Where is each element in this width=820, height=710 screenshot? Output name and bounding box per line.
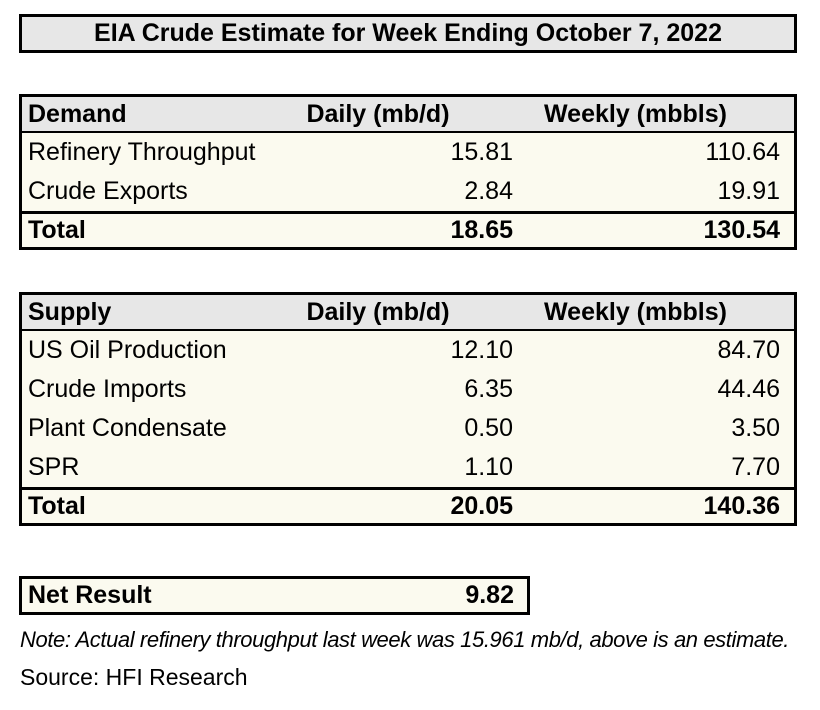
demand-header-weekly: Weekly (mbbls) [544, 99, 727, 128]
total-label: Total [28, 492, 86, 520]
demand-table-header: Demand Daily (mb/d) Weekly (mbbls) [22, 97, 794, 133]
row-label: SPR [28, 453, 80, 481]
supply-header-weekly: Weekly (mbbls) [544, 297, 727, 326]
table-row: US Oil Production 12.10 84.70 [22, 331, 794, 370]
row-weekly-value: 19.91 [717, 177, 780, 205]
total-daily-value: 18.65 [450, 216, 513, 244]
supply-table-header: Supply Daily (mb/d) Weekly (mbbls) [22, 295, 794, 331]
supply-header-daily: Daily (mb/d) [306, 297, 450, 326]
table-row: Crude Imports 6.35 44.46 [22, 370, 794, 409]
supply-total-row: Total 20.05 140.36 [22, 487, 794, 523]
total-label: Total [28, 216, 86, 244]
row-daily-value: 12.10 [450, 336, 513, 364]
net-result-box: Net Result 9.82 [19, 576, 530, 615]
supply-table: Supply Daily (mb/d) Weekly (mbbls) US Oi… [19, 292, 797, 526]
table-row: Refinery Throughput 15.81 110.64 [22, 133, 794, 172]
row-label: Crude Exports [28, 177, 188, 205]
row-label: Plant Condensate [28, 414, 227, 442]
net-result-value: 9.82 [465, 581, 514, 609]
table-row: SPR 1.10 7.70 [22, 448, 794, 487]
total-weekly-value: 140.36 [703, 492, 780, 520]
supply-header-label: Supply [28, 297, 112, 326]
row-daily-value: 15.81 [450, 138, 513, 166]
source-credit: Source: HFI Research [20, 664, 248, 690]
row-weekly-value: 84.70 [717, 336, 780, 364]
demand-total-row: Total 18.65 130.54 [22, 211, 794, 247]
row-label: Refinery Throughput [28, 138, 256, 166]
row-weekly-value: 110.64 [705, 138, 780, 166]
report-title: EIA Crude Estimate for Week Ending Octob… [19, 14, 797, 53]
demand-table: Demand Daily (mb/d) Weekly (mbbls) Refin… [19, 94, 797, 250]
row-weekly-value: 7.70 [731, 453, 780, 481]
row-daily-value: 0.50 [464, 414, 513, 442]
row-weekly-value: 3.50 [731, 414, 780, 442]
row-weekly-value: 44.46 [717, 375, 780, 403]
total-daily-value: 20.05 [450, 492, 513, 520]
row-label: US Oil Production [28, 336, 227, 364]
demand-header-daily: Daily (mb/d) [306, 99, 450, 128]
total-weekly-value: 130.54 [703, 216, 780, 244]
net-result-label: Net Result [28, 581, 152, 609]
footnote: Note: Actual refinery throughput last we… [20, 627, 789, 652]
table-row: Plant Condensate 0.50 3.50 [22, 409, 794, 448]
row-daily-value: 1.10 [464, 453, 513, 481]
report-title-text: EIA Crude Estimate for Week Ending Octob… [94, 19, 722, 47]
demand-header-label: Demand [28, 99, 127, 128]
row-daily-value: 2.84 [464, 177, 513, 205]
row-label: Crude Imports [28, 375, 187, 403]
row-daily-value: 6.35 [464, 375, 513, 403]
table-row: Crude Exports 2.84 19.91 [22, 172, 794, 211]
